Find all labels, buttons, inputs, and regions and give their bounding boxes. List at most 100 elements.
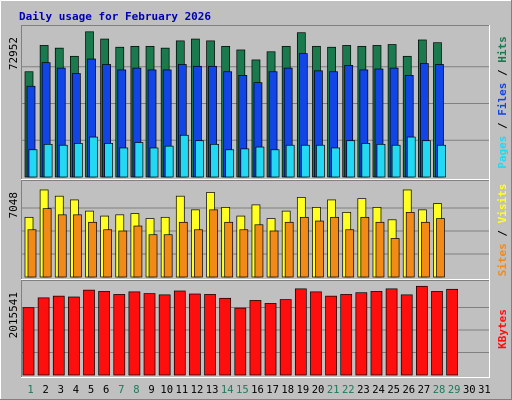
bar-kbytes-day-20 xyxy=(310,291,322,376)
bar-kbytes-day-2 xyxy=(37,297,50,376)
bar-pages-day-19 xyxy=(300,144,310,178)
legend-kbytes: KBytes xyxy=(496,309,509,349)
bar-kbytes-day-3 xyxy=(52,295,65,376)
day-label-21: 21 xyxy=(327,384,340,396)
day-label-6: 6 xyxy=(103,384,109,396)
bar-kbytes-day-22 xyxy=(340,294,353,376)
bar-sites-day-8 xyxy=(133,225,143,278)
bar-sites-day-19 xyxy=(299,216,309,278)
bar-sites-day-24 xyxy=(375,221,385,278)
bar-sites-day-4 xyxy=(73,214,82,278)
bar-sites-day-22 xyxy=(345,229,355,278)
bar-kbytes-day-11 xyxy=(173,290,186,376)
bar-kbytes-day-18 xyxy=(279,299,292,376)
day-label-17: 17 xyxy=(266,384,279,396)
day-label-10: 10 xyxy=(160,384,173,396)
bar-pages-day-4 xyxy=(74,143,83,178)
bar-kbytes-day-12 xyxy=(189,293,201,376)
bar-kbytes-day-7 xyxy=(113,294,126,376)
day-label-23: 23 xyxy=(357,384,370,396)
bar-sites-day-15 xyxy=(239,229,249,278)
day-label-28: 28 xyxy=(433,384,446,396)
bar-pages-day-10 xyxy=(164,145,174,178)
bar-pages-day-18 xyxy=(285,144,295,178)
day-label-5: 5 xyxy=(88,384,94,396)
bar-sites-day-3 xyxy=(57,214,67,278)
day-label-31: 31 xyxy=(478,384,491,396)
day-label-19: 19 xyxy=(297,384,310,396)
panel-hits-files-pages-legend: Pages / Files / Hits xyxy=(496,36,509,169)
bar-pages-day-15 xyxy=(240,148,250,178)
day-label-7: 7 xyxy=(118,384,124,396)
bar-kbytes-day-14 xyxy=(219,297,232,376)
day-label-22: 22 xyxy=(342,384,355,396)
bar-pages-day-25 xyxy=(391,144,401,178)
bar-kbytes-day-13 xyxy=(204,294,216,376)
panel-kbytes-legend: KBytes xyxy=(496,309,509,349)
day-label-29: 29 xyxy=(448,384,461,396)
bar-sites-day-25 xyxy=(390,238,400,278)
bar-pages-day-7 xyxy=(119,147,129,178)
bar-kbytes-day-17 xyxy=(264,303,277,376)
bar-kbytes-day-5 xyxy=(83,289,95,376)
bar-sites-day-10 xyxy=(163,234,173,278)
bar-kbytes-day-10 xyxy=(158,294,171,376)
chart-title: Daily usage for February 2026 xyxy=(19,10,211,23)
bar-sites-day-27 xyxy=(421,221,430,278)
day-label-27: 27 xyxy=(418,384,431,396)
bar-pages-day-11 xyxy=(179,134,189,178)
bar-sites-day-9 xyxy=(148,234,158,278)
legend-files: Files xyxy=(496,83,509,116)
bar-kbytes-day-27 xyxy=(416,285,428,376)
bar-kbytes-day-9 xyxy=(143,293,156,376)
bar-pages-day-26 xyxy=(406,136,416,178)
bar-pages-day-5 xyxy=(89,136,98,178)
day-label-11: 11 xyxy=(176,384,189,396)
bar-pages-day-20 xyxy=(316,144,325,178)
day-label-8: 8 xyxy=(133,384,139,396)
bar-sites-day-14 xyxy=(224,221,234,278)
bar-pages-day-9 xyxy=(149,147,159,178)
panel-visits-sites-ymax-label: 7048 xyxy=(7,192,20,219)
bar-pages-day-27 xyxy=(422,140,431,178)
day-label-24: 24 xyxy=(372,384,385,396)
bar-kbytes-day-24 xyxy=(370,291,383,376)
day-label-1: 1 xyxy=(27,384,33,396)
bar-pages-day-6 xyxy=(104,143,114,178)
bar-pages-day-21 xyxy=(331,147,340,178)
bar-sites-day-18 xyxy=(284,221,294,278)
day-label-9: 9 xyxy=(148,384,154,396)
bar-pages-day-24 xyxy=(376,143,386,178)
panel-kbytes-ymax-label: 2015541 xyxy=(7,292,20,338)
legend-separator: / xyxy=(496,116,509,136)
bar-pages-day-14 xyxy=(225,149,235,178)
bar-kbytes-day-1 xyxy=(22,307,35,376)
legend-separator: / xyxy=(496,63,509,83)
bar-kbytes-day-19 xyxy=(294,288,307,376)
bar-pages-day-28 xyxy=(437,144,446,178)
bar-pages-day-17 xyxy=(270,149,280,178)
bar-sites-day-1 xyxy=(27,229,37,278)
bar-pages-day-1 xyxy=(28,149,38,178)
day-label-20: 20 xyxy=(312,384,325,396)
bar-kbytes-day-21 xyxy=(325,295,337,376)
bar-sites-day-6 xyxy=(103,229,113,278)
bar-sites-day-12 xyxy=(194,229,203,278)
day-label-25: 25 xyxy=(387,384,400,396)
bar-sites-day-5 xyxy=(88,221,97,278)
day-label-30: 30 xyxy=(463,384,476,396)
panel-visits-sites-legend: Sites / Visits xyxy=(496,184,509,277)
legend-pages: Pages xyxy=(496,136,509,169)
legend-hits: Hits xyxy=(496,36,509,63)
bar-kbytes-day-25 xyxy=(385,288,398,376)
bar-kbytes-day-4 xyxy=(68,296,80,376)
panel-hits-files-pages-ymax-label: 72952 xyxy=(7,37,20,70)
day-label-13: 13 xyxy=(206,384,219,396)
bar-sites-day-17 xyxy=(269,230,279,278)
bar-kbytes-day-15 xyxy=(234,307,247,376)
bar-pages-day-3 xyxy=(58,144,68,178)
day-label-15: 15 xyxy=(236,384,249,396)
bar-sites-day-23 xyxy=(360,216,370,278)
legend-separator: / xyxy=(496,223,509,243)
